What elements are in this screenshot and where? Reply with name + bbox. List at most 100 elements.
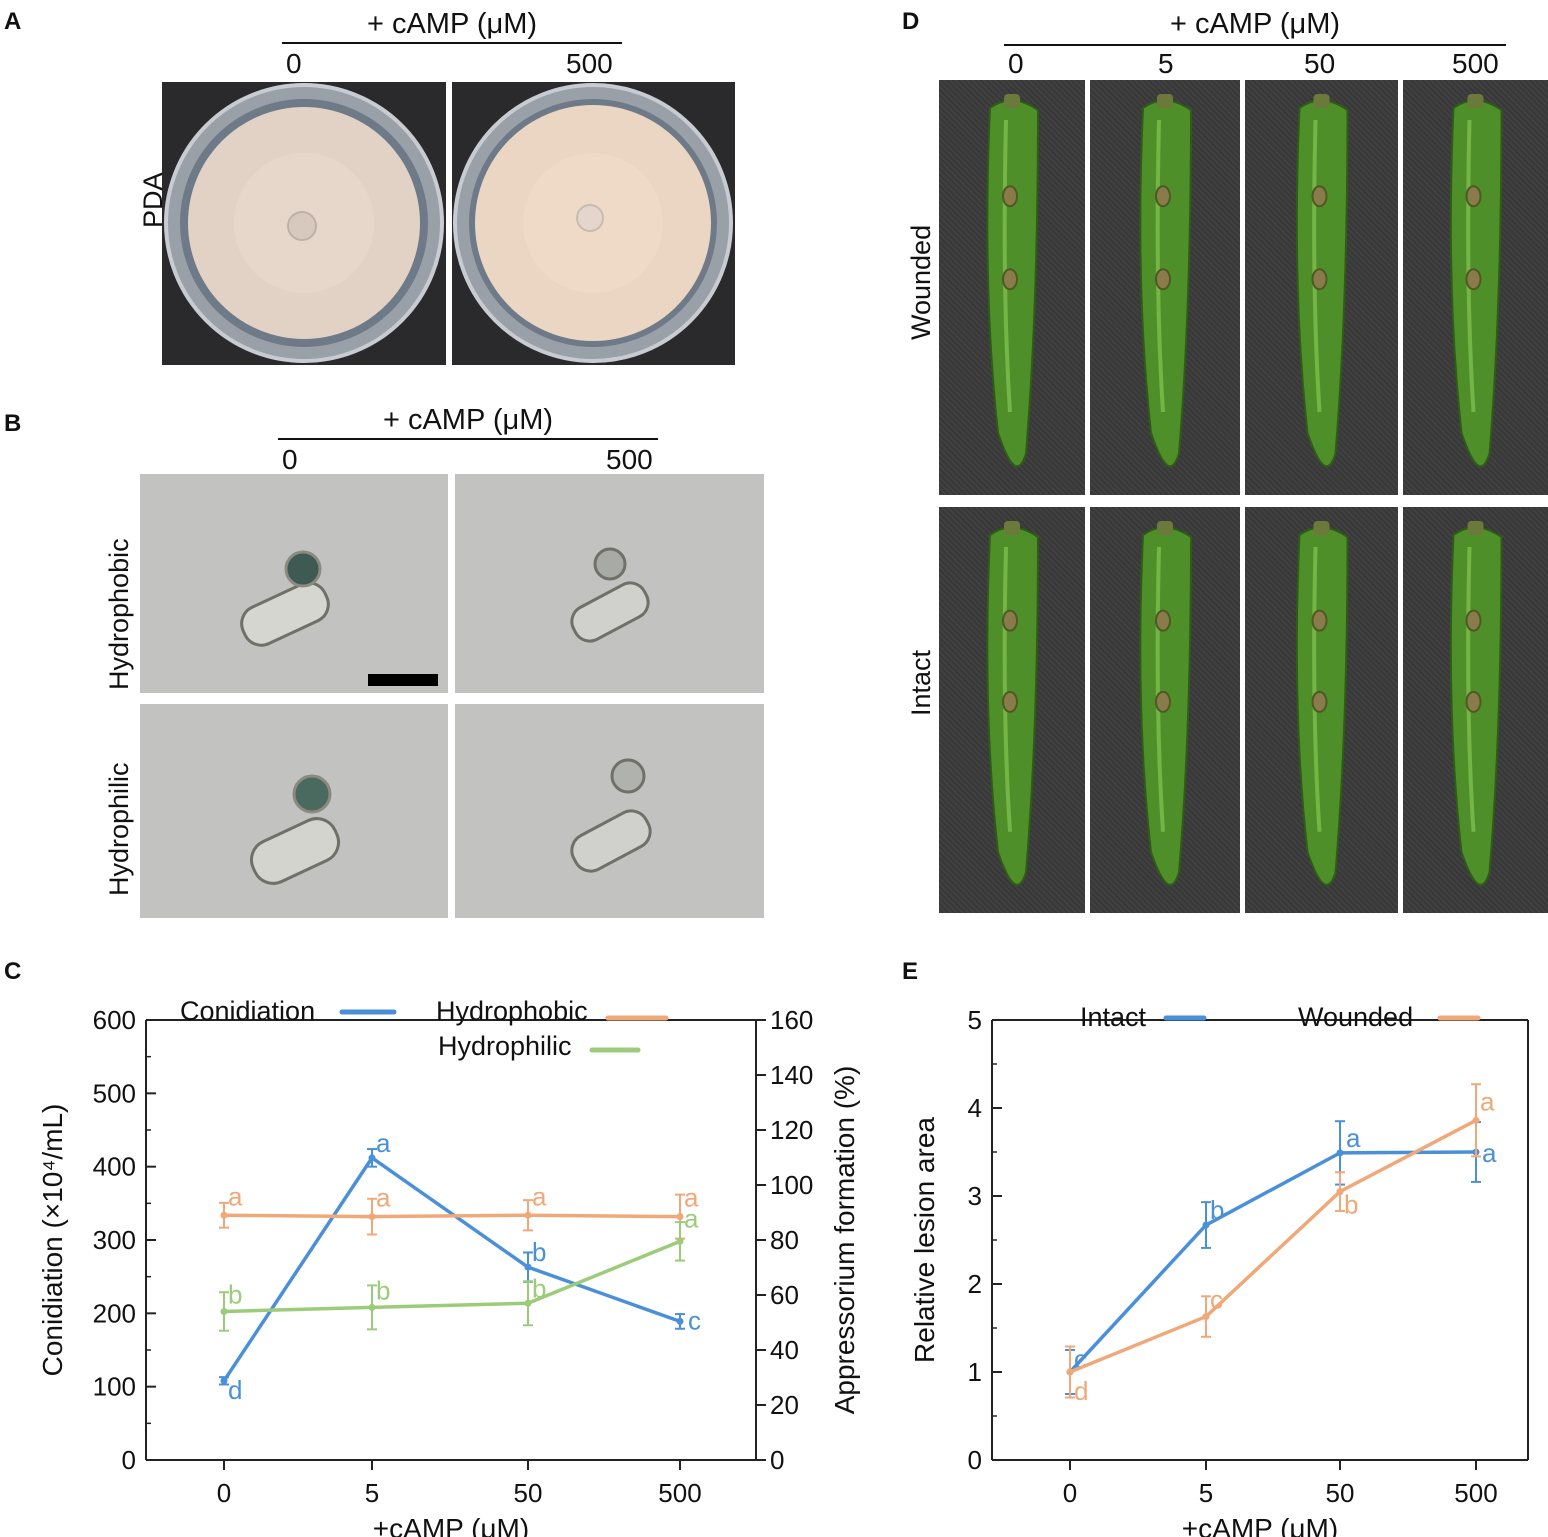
panel-d-header: + cAMP (μM) [1169, 8, 1341, 40]
y-tick-label: 100 [93, 1372, 136, 1402]
y-tick-label: 500 [93, 1078, 136, 1108]
pepper-photo-intact-1 [1090, 507, 1240, 913]
significance-letter: a [1482, 1138, 1497, 1168]
micrograph-hydrophobic-0 [140, 474, 448, 693]
y-right-tick-label: 140 [770, 1060, 813, 1090]
y-tick-label: 2 [968, 1269, 982, 1299]
panel-d-header-rule [1004, 44, 1506, 46]
significance-letter: d [1074, 1376, 1088, 1406]
significance-letter: b [1210, 1195, 1224, 1225]
y-right-tick-label: 160 [770, 1005, 813, 1035]
significance-letter: b [1344, 1190, 1358, 1220]
panel-b-row-hydrophilic: Hydrophilic [104, 762, 134, 896]
y-tick-label: 1 [968, 1357, 982, 1387]
panel-d-col-500: 500 [1452, 48, 1499, 79]
pepper-photo-intact-0 [939, 507, 1085, 913]
panel-a-header-rule [282, 42, 622, 44]
petri-dish-photo-0 [162, 82, 446, 365]
data-point [220, 1308, 228, 1315]
pepper-image [1449, 94, 1503, 468]
significance-letter: b [532, 1237, 546, 1267]
x-tick-label: 0 [1063, 1478, 1077, 1508]
panel-b-header: + cAMP (μM) [382, 404, 554, 436]
y-right-axis-title: Appressorium formation (%) [829, 1066, 860, 1415]
legend-label-hydrophilic: Hydrophilic [438, 1031, 572, 1061]
significance-letter: a [1480, 1086, 1495, 1116]
petri-dish-photo-500 [452, 82, 735, 365]
data-point [1336, 1188, 1344, 1196]
y-right-tick-label: 100 [770, 1170, 813, 1200]
y-tick-label: 200 [93, 1298, 136, 1328]
y-right-tick-label: 80 [770, 1225, 799, 1255]
x-tick-label: 50 [1326, 1478, 1355, 1508]
panel-d-label: D [902, 8, 920, 35]
micrograph-hydrophilic-0 [140, 704, 448, 918]
data-point [1202, 1313, 1210, 1321]
micrograph-hydrophilic-500 [455, 704, 764, 918]
petri-dish-0-image [164, 83, 444, 363]
pepper-image [1295, 521, 1349, 886]
chart-c-conidiation-appressorium: 0100200300400500600020406080100120140160… [37, 996, 860, 1537]
panel-a-col-0: 0 [286, 48, 302, 79]
micrograph-hydrophobic-500 [455, 474, 764, 693]
legend-label-intact: Intact [1080, 1002, 1147, 1032]
pepper-photo-wounded-1 [1090, 80, 1240, 495]
legend-label-conidiation: Conidiation [180, 996, 315, 1026]
significance-letter: a [532, 1181, 547, 1211]
data-point [220, 1377, 228, 1385]
y-tick-label: 0 [968, 1445, 982, 1475]
pepper-photo-intact-3 [1403, 507, 1548, 913]
y-tick-label: 300 [93, 1225, 136, 1255]
legend-label-hydrophobic: Hydrophobic [436, 996, 588, 1026]
panel-b-row-hydrophobic: Hydrophobic [104, 538, 134, 690]
data-point [524, 1211, 532, 1219]
data-point [1066, 1368, 1074, 1376]
x-axis-title: +cAMP (μM) [1182, 1513, 1338, 1537]
data-point [368, 1213, 376, 1221]
panel-c-label: C [4, 958, 22, 985]
y-tick-label: 0 [122, 1445, 136, 1475]
x-tick-label: 500 [1454, 1478, 1497, 1508]
panel-a-label: A [4, 8, 22, 35]
pepper-photo-wounded-0 [939, 80, 1085, 495]
panel-d-col-50: 50 [1304, 48, 1336, 79]
significance-letter: c [688, 1305, 701, 1335]
series-line-intact [1068, 1150, 1477, 1374]
panel-d-row-intact: Intact [906, 649, 936, 716]
panel-d-col-0: 0 [1008, 48, 1024, 79]
scale-bar [368, 674, 438, 686]
pepper-image [986, 94, 1040, 468]
x-tick-label: 50 [514, 1478, 543, 1508]
x-tick-label: 0 [217, 1478, 231, 1508]
data-point [368, 1154, 376, 1162]
y-axis-title: Relative lesion area [909, 1117, 940, 1363]
significance-letter: a [376, 1128, 391, 1158]
x-tick-label: 5 [1199, 1478, 1213, 1508]
x-tick-label: 5 [365, 1478, 379, 1508]
data-point [1202, 1221, 1210, 1229]
panel-b-col-0: 0 [282, 444, 298, 475]
y-right-tick-label: 60 [770, 1280, 799, 1310]
data-point [1472, 1116, 1480, 1124]
panel-a-header: + cAMP (μM) [366, 8, 538, 40]
panel-b-header-rule [278, 438, 658, 440]
panel-b-col-500: 500 [606, 444, 653, 475]
pepper-image [1449, 521, 1503, 886]
series-line-hydrophobic [223, 1213, 681, 1219]
pepper-image [1139, 94, 1193, 468]
conidium-image [570, 547, 650, 643]
y-right-tick-label: 120 [770, 1115, 813, 1145]
data-point [368, 1303, 376, 1311]
significance-letter: a [684, 1183, 699, 1213]
y-tick-label: 600 [93, 1005, 136, 1035]
panel-d-row-wounded: Wounded [906, 224, 936, 340]
panel-d-col-5: 5 [1158, 48, 1174, 79]
panel-b-label: B [4, 410, 22, 437]
series-line-conidiation [222, 1156, 681, 1382]
y-tick-label: 4 [968, 1093, 982, 1123]
significance-letter: a [228, 1181, 243, 1211]
significance-letter: d [228, 1375, 242, 1405]
data-point [524, 1299, 532, 1307]
data-point [524, 1263, 532, 1271]
